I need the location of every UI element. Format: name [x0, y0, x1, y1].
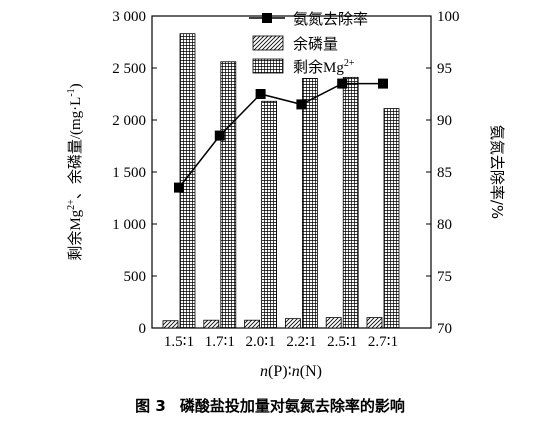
- bar-residual-mg: [383, 108, 400, 329]
- caption-text: 磷酸盐投加量对氨氮去除率的影响: [180, 397, 405, 415]
- legend-mg-prefix: 剩余: [293, 58, 323, 76]
- bar-residual-p: [203, 319, 220, 329]
- right-tick-label: 95: [437, 61, 452, 77]
- left-tick-label: 2 000: [112, 113, 146, 129]
- legend-label-residual-p: 余磷量: [293, 35, 338, 53]
- left-tick-label: 500: [124, 269, 147, 285]
- left-axis: 0 500 1 000 1 500 2 000 2 500 3 000: [112, 9, 157, 337]
- point-removal-rate: [337, 78, 348, 89]
- bar-residual-p: [366, 317, 383, 329]
- bar-residual-mg: [342, 76, 359, 329]
- point-removal-rate: [174, 182, 184, 193]
- point-removal-rate: [255, 89, 266, 99]
- legend-mg-charge: 2+: [344, 58, 355, 69]
- right-tick-label: 75: [437, 269, 452, 285]
- line-layer: [174, 78, 388, 193]
- left-tick-label: 1 000: [112, 217, 146, 233]
- right-tick-label: 90: [437, 113, 452, 129]
- x-tick-label: 2.2∶1: [286, 334, 316, 350]
- point-removal-rate: [378, 78, 388, 89]
- bar-residual-mg: [301, 78, 318, 329]
- x-tick-label: 2.5∶1: [327, 334, 357, 350]
- bar-residual-mg: [220, 61, 237, 329]
- bar-residual-p: [325, 317, 342, 329]
- x-axis: 1.5∶1 1.7∶1 2.0∶1 2.2∶1 2.5∶1 2.7∶1: [164, 334, 398, 350]
- right-tick-label: 85: [437, 165, 452, 181]
- right-tick-label: 100: [437, 9, 460, 25]
- bar-residual-mg: [261, 100, 278, 329]
- x-tick-label: 2.7∶1: [368, 334, 398, 350]
- x-tick-label: 2.0∶1: [246, 334, 276, 350]
- legend-label-residual-mg: 剩余Mg2+: [293, 58, 355, 76]
- point-removal-rate: [296, 99, 307, 110]
- point-removal-rate: [214, 130, 225, 141]
- bar-residual-p: [162, 320, 179, 329]
- legend-label-removal-rate: 氨氮去除率: [293, 10, 368, 28]
- x-axis-title: n(P)∶n(N): [260, 363, 322, 380]
- legend-diagonal-swatch: [252, 35, 284, 51]
- legend-line-marker: [262, 13, 272, 23]
- bars-layer: [162, 33, 400, 329]
- right-tick-label: 80: [437, 217, 452, 233]
- right-tick-label: 70: [437, 321, 452, 337]
- legend: 氨氮去除率 余磷量 剩余Mg2+: [249, 10, 368, 76]
- line-removal-rate: [178, 82, 383, 189]
- bar-residual-mg: [179, 33, 196, 329]
- left-tick-label: 3 000: [112, 9, 146, 25]
- x-tick-label: 1.5∶1: [164, 334, 194, 350]
- x-tick-label: 1.7∶1: [205, 334, 235, 350]
- right-axis-title: 氨氮去除率/%: [488, 125, 506, 219]
- right-axis: 70 75 80 85 90 95 100: [426, 9, 460, 337]
- caption-number: 图 3: [135, 397, 166, 415]
- left-tick-label: 1 500: [112, 165, 146, 181]
- legend-mg-symbol: Mg: [323, 60, 344, 76]
- legend-grid-swatch: [252, 58, 284, 74]
- figure-caption: 图 3 磷酸盐投加量对氨氮去除率的影响: [135, 397, 405, 415]
- left-tick-label: 2 500: [112, 61, 146, 77]
- bar-residual-p: [244, 319, 261, 329]
- left-axis-title: 剩余Mg2+、余磷量/(mg·L-1): [66, 83, 84, 260]
- left-tick-label: 0: [139, 321, 147, 337]
- bar-residual-p: [284, 318, 301, 329]
